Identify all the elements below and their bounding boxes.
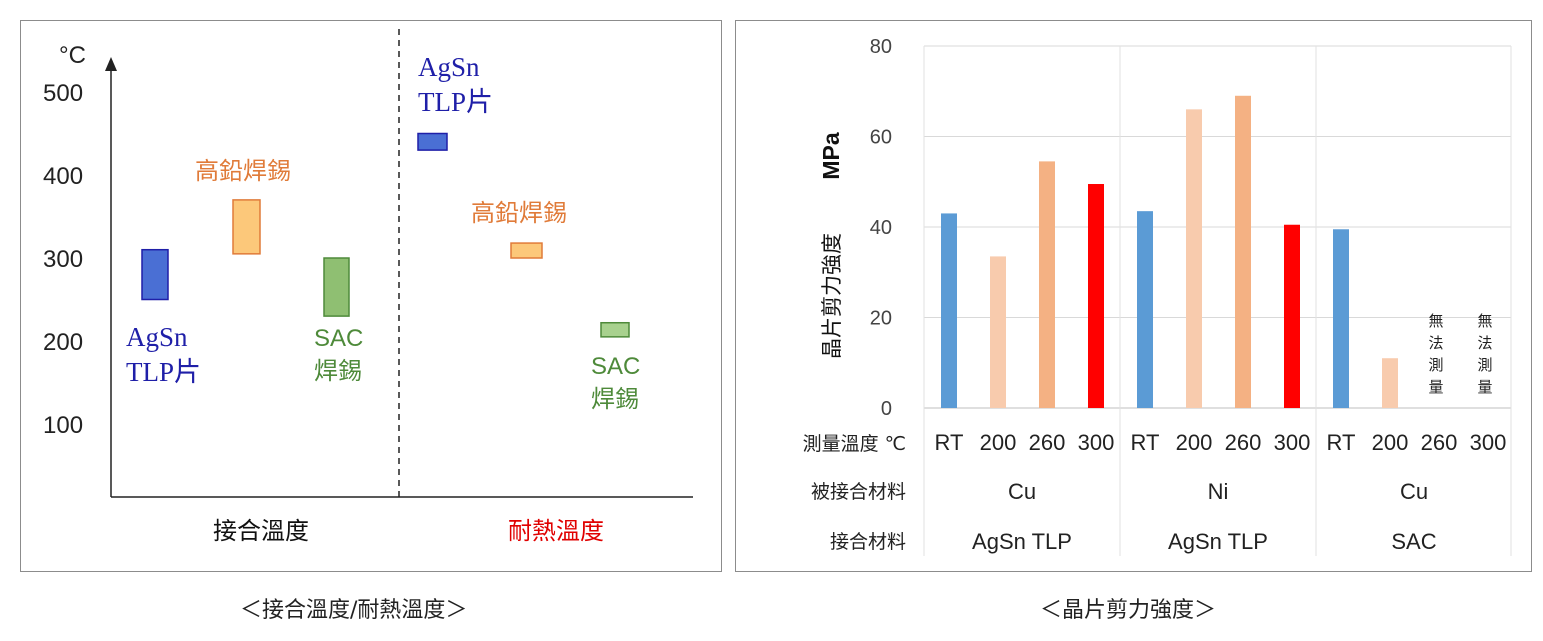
temperature-bars — [141, 132, 630, 338]
y-axis-arrow — [105, 57, 117, 71]
sac-label-1: SAC — [314, 325, 363, 352]
temp-label-1: 200 — [980, 430, 1017, 455]
no-measure-char-1-1: 法 — [1477, 334, 1492, 352]
bar-1-0 — [1137, 211, 1153, 408]
bar-0-0 — [941, 213, 957, 408]
temp-label-9: 200 — [1372, 430, 1409, 455]
temp-label-10: 260 — [1421, 430, 1458, 455]
bar-0-1 — [990, 256, 1006, 408]
shear-strength-panel: 80 60 40 20 0 MPa 晶片剪力強度 無法測量無法測量 測量溫度 ℃ 被接合… — [735, 20, 1532, 572]
temp-label-6: 260 — [1225, 430, 1262, 455]
range-bar-4 — [510, 242, 543, 259]
x-label-heat-resistance: 耐熱溫度 — [508, 517, 604, 545]
no-measure-char-1-2: 測 — [1477, 356, 1492, 374]
no-measure-char-1-3: 量 — [1477, 378, 1492, 396]
material-label-2: SAC — [1391, 529, 1436, 554]
gridlines — [923, 45, 1512, 556]
substrate-label-2: Cu — [1400, 479, 1428, 504]
bar-1-2 — [1235, 95, 1251, 409]
y-unit-label: °C — [59, 42, 86, 69]
y-tick-40: 40 — [870, 217, 892, 239]
substrate-label-1: Ni — [1208, 479, 1229, 504]
range-bar-5 — [600, 321, 630, 338]
x-label-bonding: 接合溫度 — [213, 517, 309, 545]
y-tick-0: 0 — [881, 398, 892, 420]
sac-heat-label-1: SAC — [591, 353, 640, 380]
temp-label-3: 300 — [1078, 430, 1115, 455]
bar-2-0 — [1333, 229, 1349, 408]
y-tick-labels: 500 400 300 200 100 — [43, 80, 83, 439]
temperature-chart: °C 500 400 300 200 100 AgSn TLP片 高鉛焊錫 SAC 焊錫… — [43, 29, 693, 545]
y-tick-80: 80 — [870, 36, 892, 58]
y-tick-60: 60 — [870, 127, 892, 149]
temp-label-5: 200 — [1176, 430, 1213, 455]
material-labels: AgSn TLP AgSn TLP SAC — [972, 529, 1437, 554]
material-label-1: AgSn TLP — [1168, 529, 1268, 554]
y-unit-label: MPa — [818, 132, 844, 180]
sac-label-2: 焊錫 — [314, 357, 362, 385]
bar-2-1 — [1382, 358, 1398, 408]
no-measure-char-0-0: 無 — [1428, 312, 1443, 330]
no-measure-char-0-3: 量 — [1428, 378, 1443, 396]
range-bar-2 — [323, 257, 350, 317]
temp-label-7: 300 — [1274, 430, 1311, 455]
temp-label-0: RT — [935, 430, 964, 455]
no-measure-char-1-0: 無 — [1477, 312, 1492, 330]
y-tick-labels: 80 60 40 20 0 — [870, 36, 892, 420]
bar-0-2 — [1039, 161, 1055, 408]
agsn-label-2: TLP片 — [126, 357, 201, 387]
y-axis-label: 晶片剪力強度 — [820, 233, 844, 359]
agsn-label-1: AgSn — [126, 322, 188, 352]
lead-label: 高鉛焊錫 — [195, 157, 291, 185]
row-label-material: 接合材料 — [830, 531, 906, 553]
y-tick-500: 500 — [43, 80, 83, 107]
y-tick-300: 300 — [43, 246, 83, 273]
range-bar-0 — [141, 248, 169, 301]
lead-heat-label: 高鉛焊錫 — [471, 199, 567, 227]
y-tick-20: 20 — [870, 308, 892, 330]
no-measure-char-0-1: 法 — [1428, 334, 1443, 352]
agsn-heat-label-1: AgSn — [418, 52, 480, 82]
temp-label-4: RT — [1131, 430, 1160, 455]
row-label-temperature: 測量溫度 ℃ — [803, 433, 906, 455]
bar-1-1 — [1186, 109, 1202, 408]
temperature-panel: °C 500 400 300 200 100 AgSn TLP片 高鉛焊錫 SAC 焊錫… — [20, 20, 722, 572]
substrate-labels: Cu Ni Cu — [1008, 479, 1428, 504]
y-tick-400: 400 — [43, 163, 83, 190]
agsn-heat-label-2: TLP片 — [418, 87, 493, 117]
range-bar-1 — [232, 199, 261, 255]
shear-bars — [941, 95, 1398, 409]
temp-label-11: 300 — [1470, 430, 1507, 455]
substrate-label-0: Cu — [1008, 479, 1036, 504]
sac-heat-label-2: 焊錫 — [591, 385, 639, 413]
temp-label-8: RT — [1327, 430, 1356, 455]
y-tick-200: 200 — [43, 329, 83, 356]
temp-label-2: 260 — [1029, 430, 1066, 455]
caption-left: ＜接合溫度/耐熱溫度＞ — [240, 598, 468, 623]
caption-right: ＜晶片剪力強度＞ — [1040, 598, 1217, 623]
temperature-labels: RT 200 260 300 RT 200 260 300 RT 200 260 300 — [935, 430, 1507, 455]
bar-0-3 — [1088, 184, 1104, 408]
range-bar-3 — [417, 132, 448, 151]
row-label-substrate: 被接合材料 — [811, 481, 906, 503]
y-tick-100: 100 — [43, 412, 83, 439]
bar-1-3 — [1284, 224, 1300, 408]
material-label-0: AgSn TLP — [972, 529, 1072, 554]
no-measure-char-0-2: 測 — [1428, 356, 1443, 374]
